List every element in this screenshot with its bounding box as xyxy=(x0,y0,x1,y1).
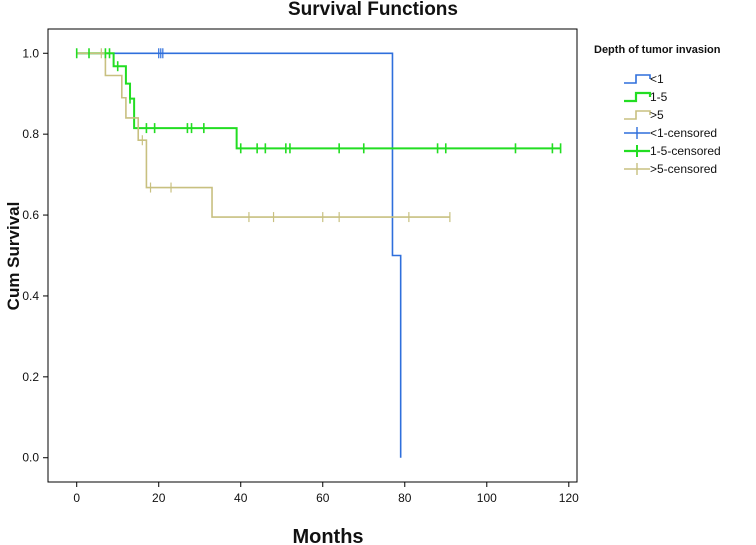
x-tick-label: 20 xyxy=(152,491,166,505)
y-tick-label: 1.0 xyxy=(22,46,39,60)
x-axis-label: Months xyxy=(292,526,363,545)
legend-label: 1-5 xyxy=(650,90,668,104)
legend-label: >5 xyxy=(650,108,664,122)
legend-label: 1-5-censored xyxy=(650,144,721,158)
x-tick-label: 100 xyxy=(477,491,497,505)
legend-swatch-series-1 xyxy=(624,91,652,103)
y-axis-ticks: 0.0 0.2 0.4 0.6 0.8 1.0 xyxy=(22,46,48,465)
x-tick-label: 120 xyxy=(559,491,579,505)
legend-label: <1 xyxy=(650,72,664,86)
y-tick-label: 0.2 xyxy=(22,370,39,384)
y-tick-label: 0.8 xyxy=(22,127,39,141)
legend-label: >5-censored xyxy=(650,162,717,176)
censor-marks xyxy=(75,48,562,223)
curve-series-1 xyxy=(76,52,561,150)
curve-series-0 xyxy=(76,52,402,458)
y-axis-label: Cum Survival xyxy=(4,202,23,311)
plot-area-frame xyxy=(47,28,578,483)
survival-curves xyxy=(76,52,561,458)
y-tick-label: 0.6 xyxy=(22,208,39,222)
legend: Depth of tumor invasion <1 1-5 >5 <1-censor… xyxy=(594,44,721,176)
legend-swatch-series-0 xyxy=(624,74,651,84)
x-tick-label: 80 xyxy=(398,491,412,505)
legend-label: <1-censored xyxy=(650,126,717,140)
x-axis-ticks: 0 20 40 60 80 100 120 xyxy=(73,482,579,505)
y-tick-label: 0.0 xyxy=(22,451,39,465)
chart-title: Survival Functions xyxy=(288,0,458,20)
x-tick-label: 40 xyxy=(234,491,248,505)
x-tick-label: 0 xyxy=(73,491,80,505)
y-tick-label: 0.4 xyxy=(22,289,39,303)
legend-title: Depth of tumor invasion xyxy=(594,44,721,56)
curve-series-2 xyxy=(76,52,450,218)
x-tick-label: 60 xyxy=(316,491,330,505)
legend-swatch-series-2 xyxy=(624,110,651,120)
